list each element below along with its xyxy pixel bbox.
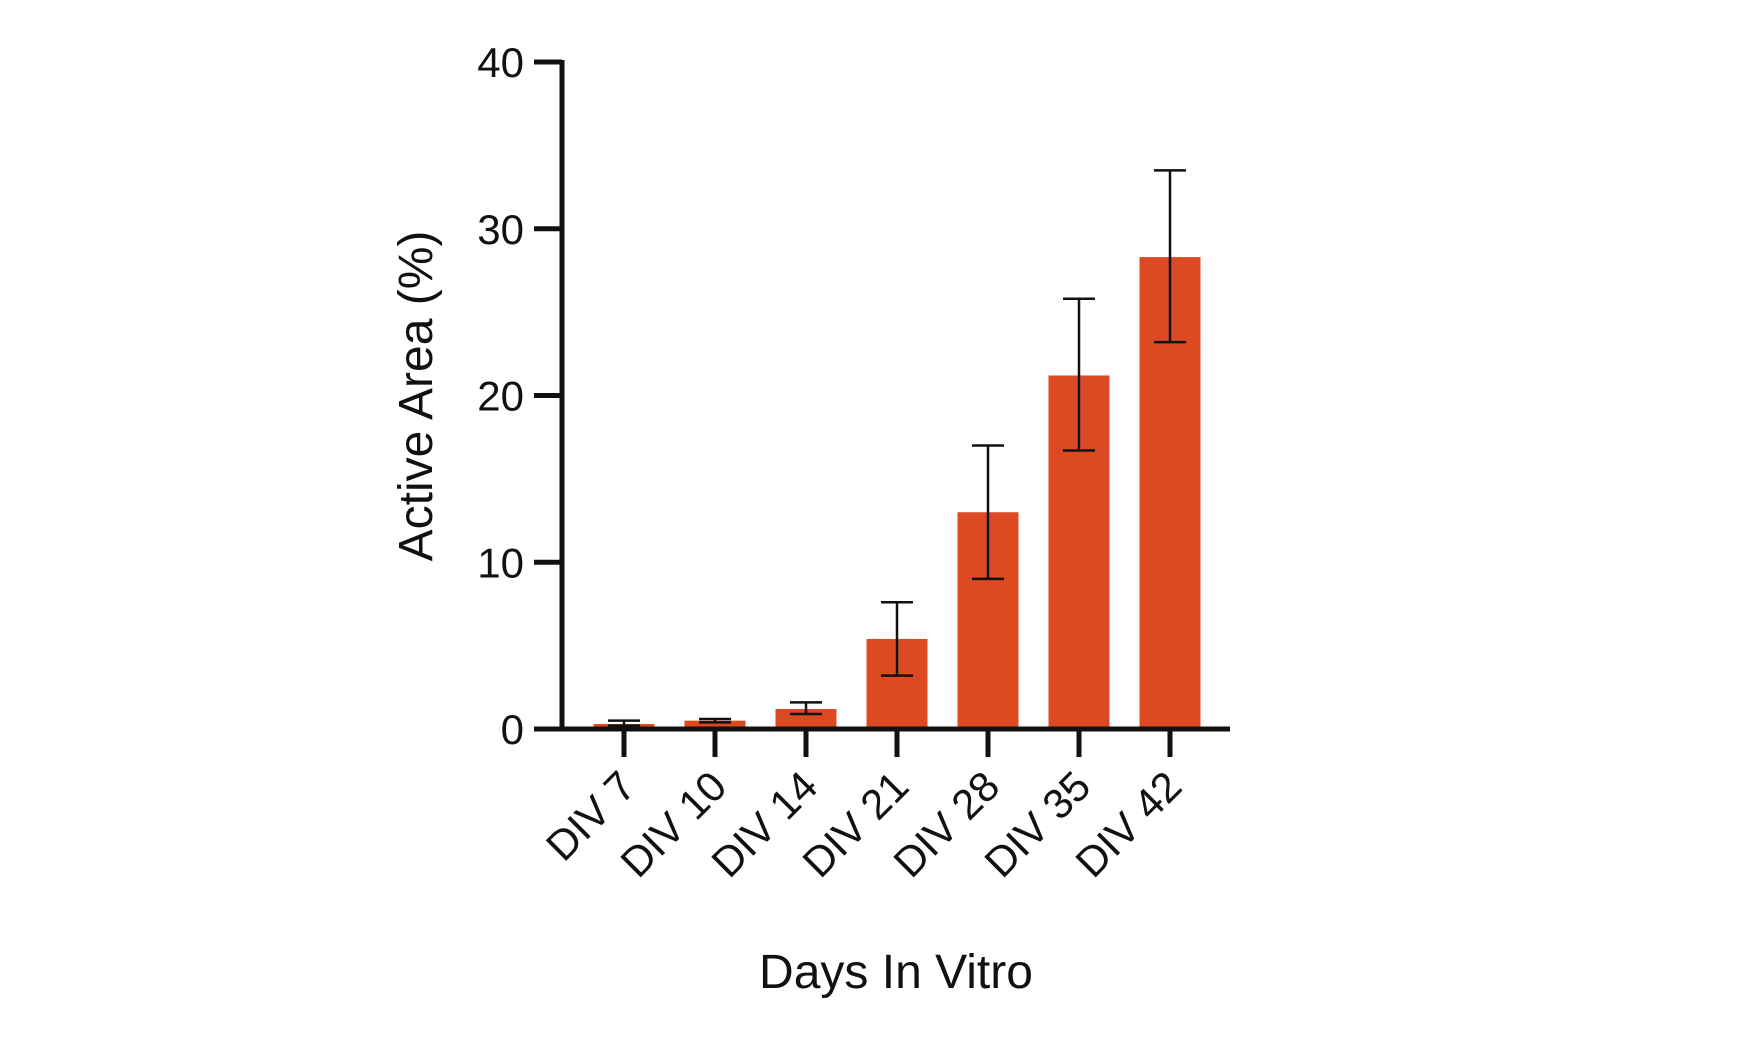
y-axis-title: Active Area (%) [390, 231, 443, 562]
y-tick-label-20: 20 [477, 373, 524, 420]
x-axis-title: Days In Vitro [759, 946, 1033, 999]
error-bar-div-7 [608, 719, 640, 727]
y-tick-label-10: 10 [477, 539, 524, 586]
y-ticks-layer: 0 10 20 30 40 [477, 39, 562, 753]
y-tick-label-0: 0 [501, 706, 524, 753]
error-bars-layer [608, 169, 1186, 727]
error-bar-div-28 [972, 444, 1004, 581]
y-tick-label-40: 40 [477, 39, 524, 86]
error-bar-div-10 [699, 717, 731, 724]
error-bar-div-21 [881, 601, 913, 677]
error-bar-div-42 [1154, 169, 1186, 344]
x-tick-label-div-42: DIV 42 [1066, 762, 1190, 886]
error-bar-div-35 [1063, 297, 1095, 452]
axes-layer [559, 60, 1230, 732]
bar-div-10 [684, 720, 746, 729]
error-bar-div-14 [790, 701, 822, 716]
y-tick-label-30: 30 [477, 206, 524, 253]
